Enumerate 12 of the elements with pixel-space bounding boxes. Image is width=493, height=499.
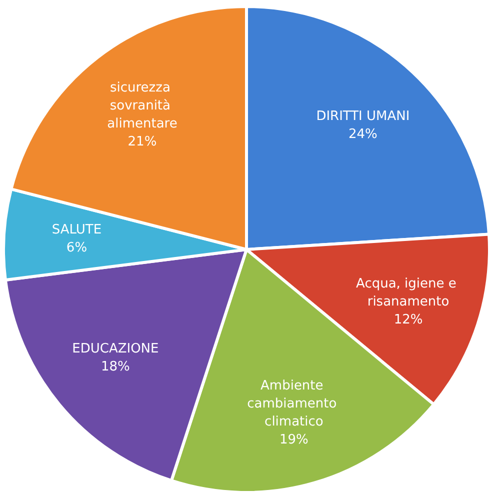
data-label: 19% — [280, 432, 308, 448]
data-label: 24% — [348, 127, 378, 142]
slice-label: SALUTE — [52, 222, 102, 238]
data-label: 18% — [100, 359, 130, 374]
slice-label: DIRITTI UMANI — [316, 109, 410, 124]
data-label: 12% — [394, 312, 423, 328]
data-label: 21% — [128, 134, 157, 150]
data-label: 6% — [66, 240, 88, 256]
slice-label: Ambiente cambiamento climatico — [247, 378, 341, 430]
slice-label: Acqua, igiene e risanamento — [356, 276, 461, 310]
slice-label: EDUCAZIONE — [72, 341, 159, 356]
slice-label: sicurezza sovranità alimentare — [107, 80, 178, 132]
